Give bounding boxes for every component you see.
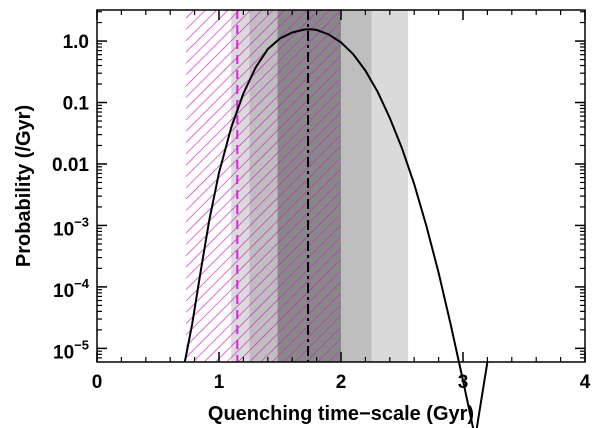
y-tick-label: 0.01 [52, 155, 89, 176]
x-tick-label: 1 [214, 372, 225, 393]
y-tick-label: 10−4 [53, 276, 90, 302]
reference-lines [236, 10, 310, 362]
series-line-1 [183, 28, 489, 428]
x-tick-label: 3 [458, 372, 469, 393]
y-tick-label: 0.1 [63, 94, 90, 115]
hatched-regions [186, 10, 340, 362]
tick-labels: 0 1 2 3 4 1.0 0.1 0.01 10−3 10−4 10−5 [52, 32, 591, 393]
x-tick-label: 0 [92, 372, 103, 393]
hatched-region-3 [280, 10, 340, 362]
y-axis-title: Probability (/Gyr) [13, 105, 35, 267]
x-axis-title: Quenching time−scale (Gyr) [208, 403, 474, 425]
y-tick-label: 10−5 [53, 337, 89, 363]
x-tick-label: 2 [336, 372, 347, 393]
y-tick-label: 1.0 [63, 32, 89, 53]
series-lines [183, 28, 489, 428]
x-tick-label: 4 [580, 372, 591, 393]
hatched-region-2 [243, 10, 280, 362]
y-tick-label: 10−3 [53, 214, 89, 240]
axis-ticks [96, 10, 586, 362]
